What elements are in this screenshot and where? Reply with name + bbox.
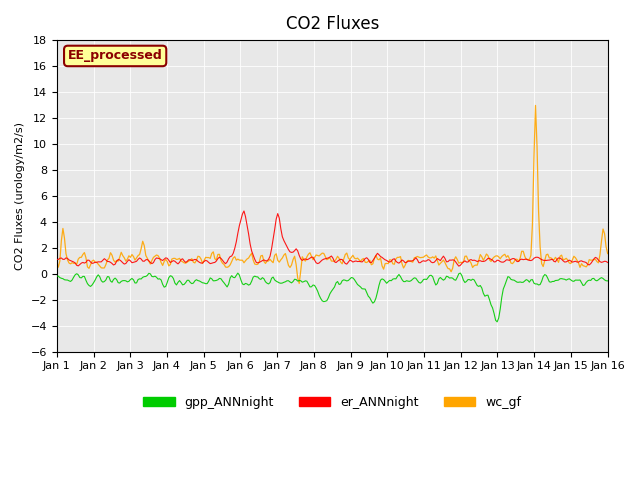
Title: CO2 Fluxes: CO2 Fluxes <box>285 15 379 33</box>
Text: EE_processed: EE_processed <box>68 49 163 62</box>
Y-axis label: CO2 Fluxes (urology/m2/s): CO2 Fluxes (urology/m2/s) <box>15 122 25 270</box>
Legend: gpp_ANNnight, er_ANNnight, wc_gf: gpp_ANNnight, er_ANNnight, wc_gf <box>138 391 526 414</box>
